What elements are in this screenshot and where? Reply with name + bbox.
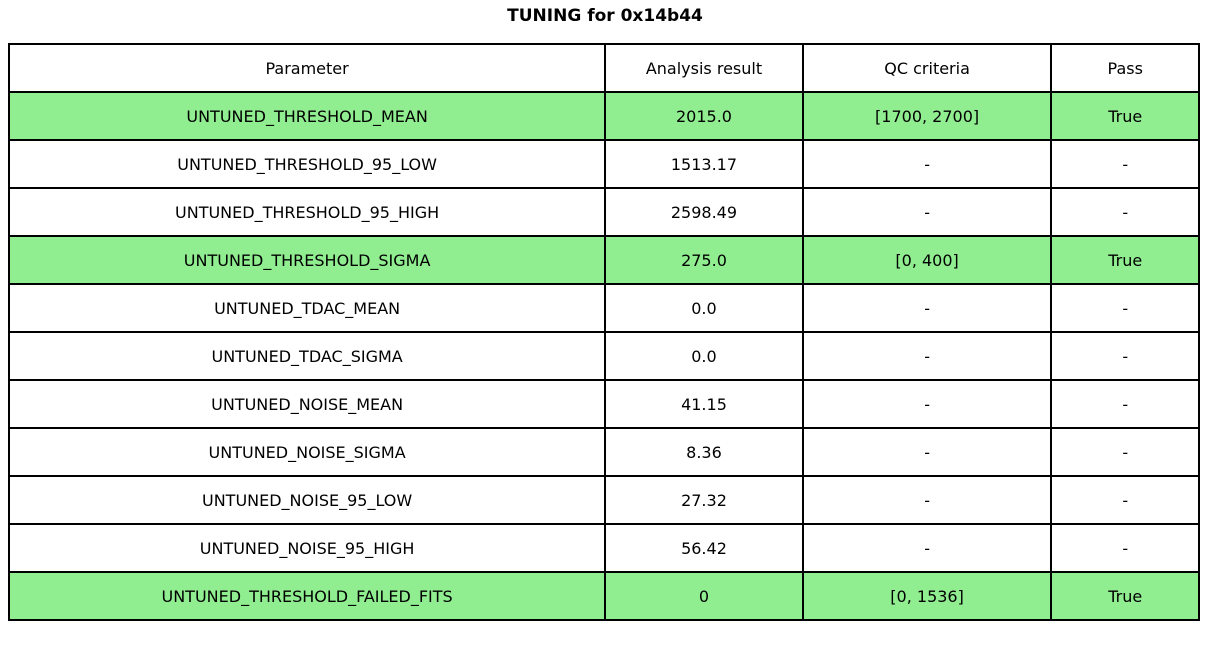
- table-row: UNTUNED_TDAC_MEAN 0.0- -: [7, 283, 1200, 333]
- analysis-result-cell: 2015.0: [604, 91, 804, 141]
- table-row: UNTUNED_NOISE_MEAN 41.15- -: [7, 379, 1200, 429]
- col-header-parameter: Parameter: [7, 43, 607, 93]
- pass-cell: True: [1050, 91, 1200, 141]
- table-row: UNTUNED_NOISE_95_LOW 27.32- -: [7, 475, 1200, 525]
- parameter-cell: UNTUNED_NOISE_MEAN: [7, 379, 607, 429]
- parameter-cell: UNTUNED_NOISE_95_LOW: [7, 475, 607, 525]
- analysis-result-cell: 1513.17: [604, 139, 804, 189]
- qc-criteria-cell: -: [801, 331, 1053, 381]
- qc-criteria-cell: -: [801, 523, 1053, 573]
- table-row: UNTUNED_NOISE_SIGMA 8.36- -: [7, 427, 1200, 477]
- pass-cell: -: [1050, 283, 1200, 333]
- pass-cell: -: [1050, 187, 1200, 237]
- page-title: TUNING for 0x14b44: [507, 6, 703, 26]
- parameter-cell: UNTUNED_THRESHOLD_MEAN: [7, 91, 607, 141]
- parameter-cell: UNTUNED_TDAC_SIGMA: [7, 331, 607, 381]
- pass-cell: -: [1050, 331, 1200, 381]
- analysis-result-cell: 2598.49: [604, 187, 804, 237]
- qc-criteria-cell: -: [801, 427, 1053, 477]
- analysis-result-cell: 0.0: [604, 331, 804, 381]
- pass-cell: -: [1050, 379, 1200, 429]
- pass-cell: True: [1050, 235, 1200, 285]
- qc-criteria-cell: [1700, 2700]: [801, 91, 1053, 141]
- qc-criteria-cell: -: [801, 379, 1053, 429]
- table-row: UNTUNED_THRESHOLD_95_HIGH 2598.49- -: [7, 187, 1200, 237]
- analysis-result-cell: 8.36: [604, 427, 804, 477]
- qc-criteria-cell: -: [801, 283, 1053, 333]
- table-row: UNTUNED_THRESHOLD_SIGMA 275.0 [0, 400] True: [7, 235, 1200, 285]
- analysis-result-cell: 275.0: [604, 235, 804, 285]
- table-row: UNTUNED_THRESHOLD_95_LOW 1513.17- -: [7, 139, 1200, 189]
- parameter-cell: UNTUNED_THRESHOLD_95_LOW: [7, 139, 607, 189]
- qc-table: Parameter Analysis result QC criteria Pa…: [7, 43, 1200, 621]
- table-row: UNTUNED_THRESHOLD_MEAN 2015.0 [1700, 2700]…: [7, 91, 1200, 141]
- analysis-result-cell: 0: [604, 571, 804, 621]
- analysis-result-cell: 41.15: [604, 379, 804, 429]
- pass-cell: -: [1050, 523, 1200, 573]
- pass-cell: -: [1050, 475, 1200, 525]
- col-header-pass: Pass: [1050, 43, 1200, 93]
- table-row: UNTUNED_TDAC_SIGMA 0.0- -: [7, 331, 1200, 381]
- parameter-cell: UNTUNED_THRESHOLD_95_HIGH: [7, 187, 607, 237]
- table-row: UNTUNED_NOISE_95_HIGH 56.42- -: [7, 523, 1200, 573]
- qc-criteria-cell: -: [801, 475, 1053, 525]
- col-header-analysis-result: Analysis result: [604, 43, 804, 93]
- qc-criteria-cell: [0, 400]: [801, 235, 1053, 285]
- qc-criteria-cell: -: [801, 187, 1053, 237]
- parameter-cell: UNTUNED_THRESHOLD_SIGMA: [7, 235, 607, 285]
- qc-criteria-cell: [0, 1536]: [801, 571, 1053, 621]
- pass-cell: -: [1050, 427, 1200, 477]
- qc-criteria-cell: -: [801, 139, 1053, 189]
- parameter-cell: UNTUNED_TDAC_MEAN: [7, 283, 607, 333]
- pass-cell: True: [1050, 571, 1200, 621]
- analysis-result-cell: 56.42: [604, 523, 804, 573]
- parameter-cell: UNTUNED_NOISE_SIGMA: [7, 427, 607, 477]
- col-header-qc-criteria: QC criteria: [801, 43, 1053, 93]
- analysis-result-cell: 0.0: [604, 283, 804, 333]
- pass-cell: -: [1050, 139, 1200, 189]
- parameter-cell: UNTUNED_THRESHOLD_FAILED_FITS: [7, 571, 607, 621]
- parameter-cell: UNTUNED_NOISE_95_HIGH: [7, 523, 607, 573]
- analysis-result-cell: 27.32: [604, 475, 804, 525]
- table-body: UNTUNED_THRESHOLD_MEAN 2015.0 [1700, 2700]…: [7, 91, 1200, 621]
- header-row: Parameter Analysis result QC criteria Pa…: [7, 43, 1200, 93]
- table-row: UNTUNED_THRESHOLD_FAILED_FITS 0 [0, 1536] T…: [7, 571, 1200, 621]
